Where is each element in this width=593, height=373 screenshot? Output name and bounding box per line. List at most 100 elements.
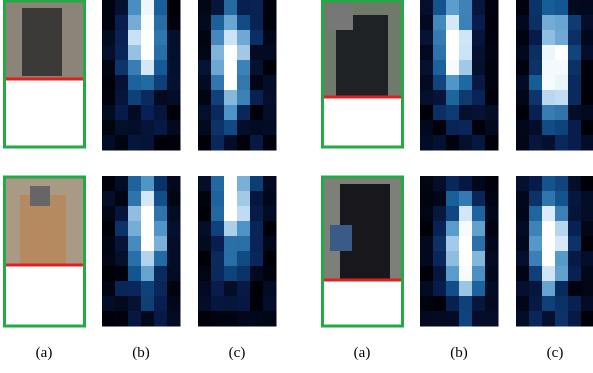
heatmap-cell [420,251,434,267]
heatmap-cell [581,60,593,76]
heatmap-cell [581,191,593,207]
heatmap-cell [115,251,129,267]
heatmap-cell [472,296,486,312]
heatmap-cell [115,0,129,16]
heatmap-cell [555,105,569,121]
heatmap-cell [198,15,212,31]
heatmap-cell [433,206,447,222]
heatmap-cell [250,296,264,312]
heatmap-cell [516,251,530,267]
heatmap-cell [263,60,277,76]
heatmap-cell [128,236,142,252]
heatmap-cell [141,236,155,252]
heatmap-cell [115,90,129,106]
heatmap-cell [581,105,593,121]
heatmap-cell [263,90,277,106]
heatmap-cell [115,191,129,207]
heatmap-cell [542,176,556,192]
heatmap-cell [141,191,155,207]
heatmap-cell [224,15,238,31]
heatmap-cell [128,281,142,297]
heatmap-cell [263,266,277,282]
heatmap-cell [516,221,530,237]
heatmap-cell [555,15,569,31]
heatmap-cell [472,45,486,61]
heatmap-cell [237,15,251,31]
heatmap-cell [420,30,434,46]
heatmap-cell [446,45,460,61]
heatmap-cell [102,206,116,222]
heatmap-cell [581,15,593,31]
heatmap-cell [128,311,142,327]
heatmap-cell [420,0,434,16]
heatmap-cell [529,60,543,76]
heatmap-cell [529,30,543,46]
heatmap-cell [224,45,238,61]
heatmap-cell [542,75,556,91]
heatmap-cell [198,221,212,237]
heatmap-cell [102,191,116,207]
heatmap-cell [167,296,181,312]
heatmap-cell [211,15,225,31]
heatmap-cell [263,75,277,91]
heatmap-cell [128,296,142,312]
heatmap-cell [128,135,142,151]
heatmap-cell [224,120,238,136]
heatmap-cell [529,75,543,91]
heatmap-cell [459,90,473,106]
heatmap-cell [237,251,251,267]
heatmap-cell [141,135,155,151]
heatmap-cell [542,15,556,31]
heatmap-cell [472,281,486,297]
heatmap-cell [250,45,264,61]
heatmap-cell [263,15,277,31]
heatmap-cell [154,15,168,31]
heatmap-cell [167,176,181,192]
heatmap-cell [224,90,238,106]
heatmap-cell [446,176,460,192]
heatmap-cell [167,135,181,151]
heatmap-cell [459,135,473,151]
heatmap-cell [237,206,251,222]
heatmap-cell [211,45,225,61]
heatmap-cell [568,30,582,46]
heatmap-cell [128,75,142,91]
heatmap-cell [459,191,473,207]
heatmap-cell [581,135,593,151]
heatmap-cell [263,311,277,327]
heatmap-cell [555,45,569,61]
heatmap-cell [102,281,116,297]
heatmap-cell [154,75,168,91]
heatmap-cell [141,296,155,312]
heatmap-cell [542,45,556,61]
heatmap-cell [115,45,129,61]
heatmap-cell [128,30,142,46]
heatmap-cell [516,105,530,121]
heatmap-cell [224,105,238,121]
heatmap-cell [263,236,277,252]
heatmap-cell [224,176,238,192]
heatmap-cell [485,0,499,16]
heatmap-cell [529,176,543,192]
heatmap-cell [237,266,251,282]
heatmap-cell [568,45,582,61]
heatmap-cell [167,120,181,136]
heatmap-cell [485,75,499,91]
panel-caption: (c) [229,345,246,361]
heatmap-cell [485,281,499,297]
heatmap-cell [420,266,434,282]
heatmap-cell [472,30,486,46]
heatmap-cell [581,206,593,222]
heatmap-cell [128,191,142,207]
heatmap-cell [102,15,116,31]
heatmap-cell [446,221,460,237]
heatmap-cell [433,15,447,31]
heatmap-cell [446,75,460,91]
heatmap-cell [472,60,486,76]
heatmap-cell [420,206,434,222]
heatmap-cell [115,266,129,282]
heatmap-cell [459,75,473,91]
panel-caption: (a) [354,345,371,361]
heatmap-cell [542,0,556,16]
heatmap-cell [211,311,225,327]
